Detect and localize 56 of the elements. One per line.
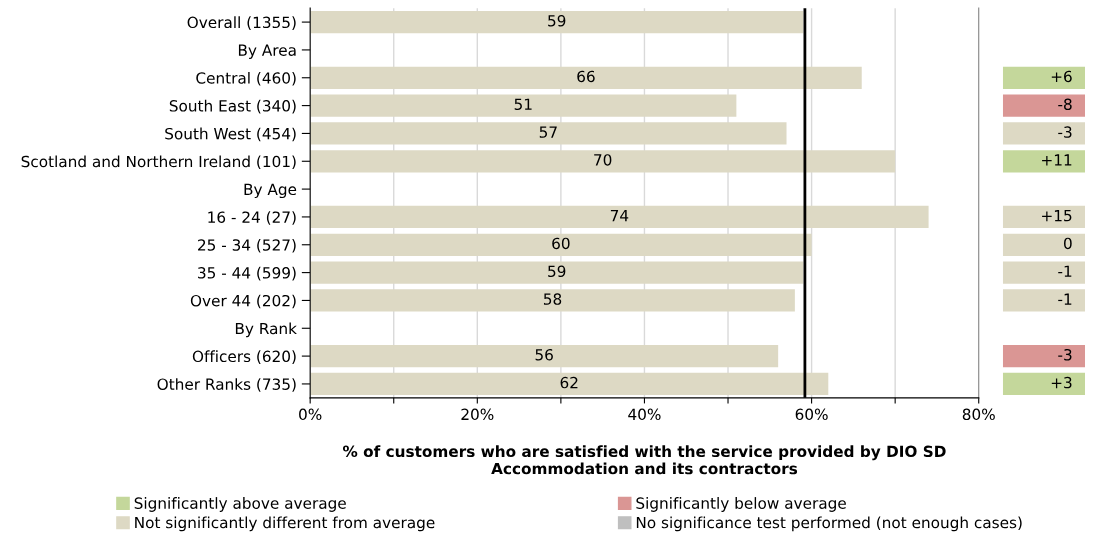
x-tick-label: 0%: [299, 408, 322, 421]
y-tick-label: Scotland and Northern Ireland (101): [21, 155, 296, 170]
bar: [310, 66, 862, 89]
legend-label: No significance test performed (not enough cases): [636, 516, 1022, 532]
text: +15: [1042, 210, 1072, 222]
data-label: 70: [594, 154, 612, 166]
legend-label: Not significantly different from average: [135, 516, 435, 532]
text: +11: [1042, 154, 1072, 166]
y-tick-label: South West (454): [165, 127, 296, 142]
y-tick-label: Officers (620): [192, 350, 296, 364]
bar: [310, 233, 812, 256]
data-label: 74: [610, 210, 629, 222]
bar: [310, 122, 787, 145]
y-tick-label: Central (460): [196, 71, 296, 86]
y-tick-label: Other Ranks (735): [157, 378, 296, 392]
text: -1: [1058, 293, 1072, 305]
text: -3: [1058, 348, 1072, 361]
y-tick-label: South East (340): [169, 99, 296, 114]
bar: [310, 372, 829, 396]
y-tick-label: 35 - 44 (599): [198, 266, 296, 281]
data-label: 58: [543, 293, 562, 305]
data-label: 66: [577, 70, 595, 83]
text: +3: [1051, 376, 1072, 389]
y-tick-label: 25 - 34 (527): [198, 238, 296, 253]
y-tick-label: By Age: [244, 183, 297, 199]
y-tick-label: By Area: [238, 44, 296, 59]
bar: [310, 261, 804, 284]
data-label: 57: [539, 126, 557, 138]
x-tick-label: 80%: [962, 408, 995, 421]
data-label: 60: [552, 237, 570, 250]
y-tick-label: Over 44 (202): [190, 294, 296, 309]
bar: [310, 94, 737, 117]
x-tick-label: 40%: [628, 408, 661, 421]
bar: [310, 344, 779, 368]
x-axis-title: % of customers who are satisfied with the service provided by DIO SD Accommodation and its contractors: [342, 445, 946, 475]
bar: [310, 10, 804, 34]
x-tick-label: 60%: [795, 408, 828, 421]
x-tick-label: 20%: [461, 408, 494, 421]
data-label: 59: [548, 265, 566, 278]
text: -1: [1058, 265, 1072, 277]
text: 0: [1064, 237, 1072, 250]
data-label: 62: [560, 376, 578, 389]
data-label: 56: [535, 348, 553, 361]
legend-label: Significantly below average: [636, 497, 846, 512]
text: -3: [1058, 126, 1072, 138]
legend-label: Significantly above average: [134, 497, 346, 512]
text: +6: [1051, 70, 1072, 83]
y-tick-label: By Rank: [235, 322, 297, 338]
bar: [310, 289, 795, 312]
bar: [310, 205, 929, 229]
text: -8: [1058, 98, 1072, 111]
y-tick-label: Overall (1355): [187, 16, 296, 30]
y-tick-label: 16 - 24 (27): [208, 211, 296, 225]
data-label: 59: [548, 14, 566, 27]
bar: [310, 150, 896, 173]
data-label: 51: [514, 98, 532, 111]
